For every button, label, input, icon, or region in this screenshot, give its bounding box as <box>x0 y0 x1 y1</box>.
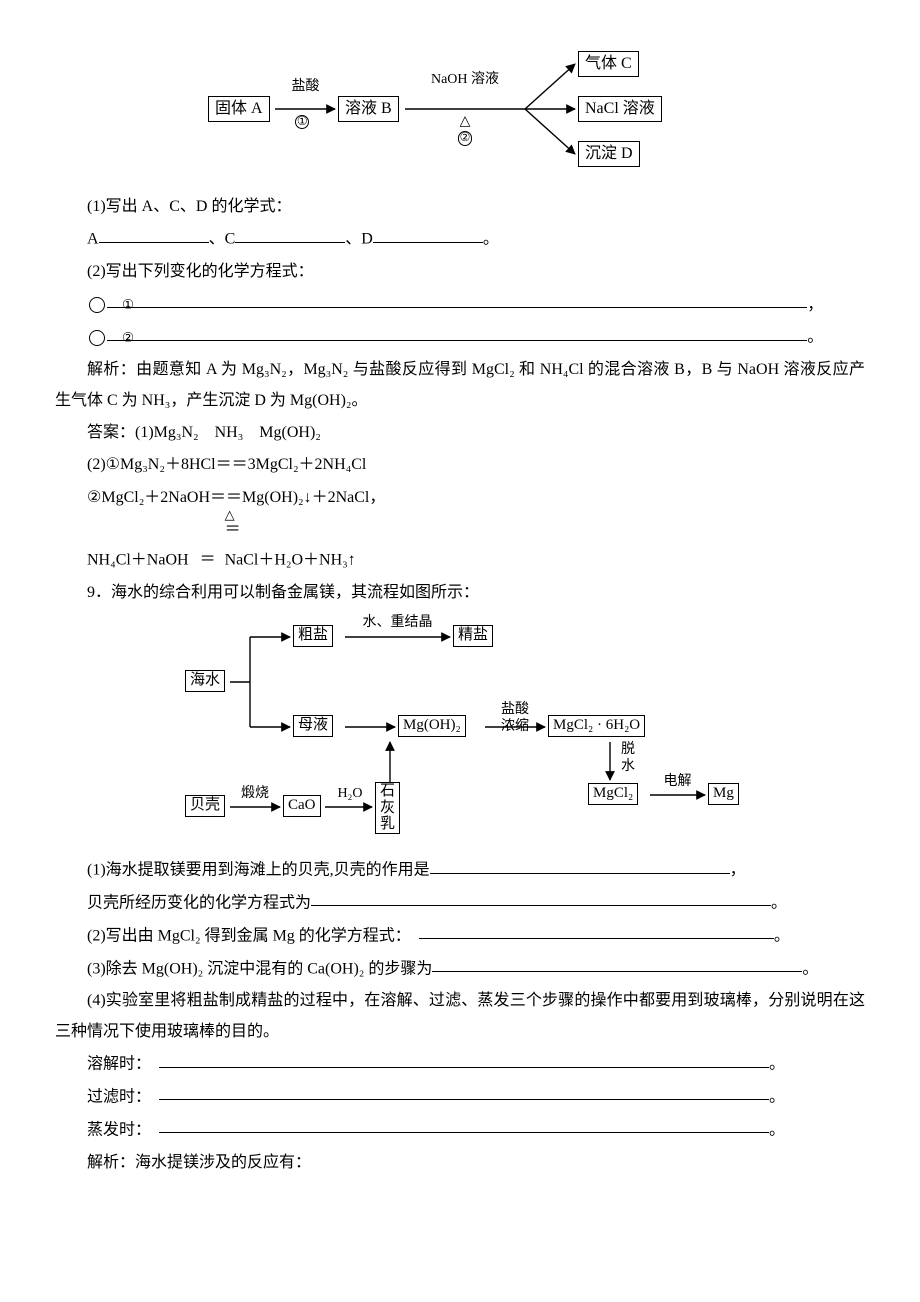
ans1-l4b: NaCl＋H₂O＋NH₃↑ <box>221 551 356 568</box>
d2-h2o: H₂O <box>330 786 370 803</box>
q1-l2c: 、D <box>345 231 373 248</box>
q2-p2b: 。 <box>774 927 790 944</box>
d1-box-nacl: NaCl 溶液 <box>578 96 662 122</box>
q2-p3a: (3)除去 Mg(OH)₂ 沉淀中混有的 Ca(OH)₂ 的步骤为 <box>87 960 432 977</box>
d1-box-b: 溶液 B <box>338 96 399 122</box>
d1-circle-1-wrap: ① <box>293 114 311 131</box>
q2-p1a-line: (1)海水提取镁要用到海滩上的贝壳,贝壳的作用是 ， <box>55 855 865 886</box>
q2-p1c: 贝壳所经历变化的化学方程式为 <box>87 894 311 911</box>
q2-p1d: 。 <box>771 894 787 911</box>
q1-blank-eq2 <box>107 321 807 340</box>
d2-shell: 贝壳 <box>185 795 225 817</box>
d1-label-1: 盐酸 <box>278 79 333 96</box>
q2-fil-lbl: 过滤时： <box>87 1088 159 1105</box>
d2-recryst: 水、重结晶 <box>350 615 445 632</box>
q2-p3-line: (3)除去 Mg(OH)₂ 沉淀中混有的 Ca(OH)₂ 的步骤为 。 <box>55 954 865 985</box>
q2-blank-1c <box>311 887 771 906</box>
d1-label-2: NaOH 溶液 <box>415 72 515 89</box>
q1-eq2-end: 。 <box>807 329 823 346</box>
q1-blank-eq1 <box>107 289 807 308</box>
d1-box-c: 气体 C <box>578 51 639 77</box>
ans1-l2: (2)①Mg₃N₂＋8HCl＝＝3MgCl₂＋2NH₄Cl <box>55 450 865 480</box>
d2-fine-salt: 精盐 <box>453 625 493 647</box>
diagram-2: 海水 粗盐 水、重结晶 精盐 母液 Mg(OH)₂ 盐酸 浓缩 MgCl₂ · … <box>150 612 770 847</box>
q2-p1c-line: 贝壳所经历变化的化学方程式为 。 <box>55 888 865 919</box>
q1-l2a: A <box>87 231 99 248</box>
q2-eva-dot: 。 <box>769 1121 785 1138</box>
d2-lime3: 乳 <box>380 816 395 832</box>
d2-dehydrate: 脱 水 <box>618 742 638 776</box>
d2-dehydr2: 水 <box>621 759 635 774</box>
d2-mg: Mg <box>708 783 739 805</box>
q2-fil: 过滤时： 。 <box>55 1082 865 1113</box>
d2-cao: CaO <box>283 795 321 817</box>
ans1-l4: NH₄Cl＋NaOH △＝＝ NaCl＋H₂O＋NH₃↑ <box>55 515 865 576</box>
d1-circle-2: ② <box>458 131 472 145</box>
d2-dehydr1: 脱 <box>621 742 635 757</box>
d2-mgcl2: MgCl₂ <box>588 783 638 805</box>
d2-seawater: 海水 <box>185 670 225 692</box>
q2-blank-eva <box>159 1114 769 1133</box>
ans1-l3: ②MgCl₂＋2NaOH＝＝Mg(OH)₂↓＋2NaCl， <box>55 483 865 513</box>
q1-line1: (1)写出 A、C、D 的化学式： <box>55 192 865 222</box>
q1-line2: A 、C 、D 。 <box>55 224 865 255</box>
q2-fil-dot: 。 <box>769 1088 785 1105</box>
q2-blank-3 <box>432 953 802 972</box>
q2-p2a: (2)写出由 MgCl₂ 得到金属 Mg 的化学方程式： <box>87 927 419 944</box>
diagram-1: 固体 A 盐酸 ① 溶液 B NaOH 溶液 △ ② 气体 C NaCl 溶液 … <box>180 34 740 184</box>
q1-circle-1: ① <box>89 297 105 313</box>
d2-hcl-top: 盐酸 <box>501 702 529 717</box>
q1-l2b: 、C <box>209 231 236 248</box>
d2-elec: 电解 <box>655 774 700 791</box>
q2-p3b: 。 <box>802 960 818 977</box>
d2-mother: 母液 <box>293 715 333 737</box>
q2-p1a: (1)海水提取镁要用到海滩上的贝壳,贝壳的作用是 <box>87 862 430 879</box>
q1-line3: (2)写出下列变化的化学方程式： <box>55 257 865 287</box>
q2-expl: 解析：海水提镁涉及的反应有： <box>55 1148 865 1178</box>
q1-eq1-end: ， <box>807 296 823 313</box>
d1-label-1-top: 盐酸 <box>292 79 320 94</box>
d2-hcl-bot: 浓缩 <box>501 719 529 734</box>
q2-blank-2 <box>419 920 774 939</box>
q2-blank-fil <box>159 1081 769 1100</box>
q2-dis-dot: 。 <box>769 1056 785 1073</box>
page: 固体 A 盐酸 ① 溶液 B NaOH 溶液 △ ② 气体 C NaCl 溶液 … <box>0 0 920 1230</box>
q2-blank-1a <box>430 854 730 873</box>
d2-lime: 石 灰 乳 <box>375 782 400 834</box>
q2-dis: 溶解时： 。 <box>55 1049 865 1080</box>
explanation-1: 解析：由题意知 A 为 Mg₃N₂，Mg₃N₂ 与盐酸反应得到 MgCl₂ 和 … <box>55 355 865 416</box>
d2-lime1: 石 <box>380 783 395 799</box>
q2-p4: (4)实验室里将粗盐制成精盐的过程中，在溶解、过滤、蒸发三个步骤的操作中都要用到… <box>55 986 865 1047</box>
d2-crude-salt: 粗盐 <box>293 625 333 647</box>
q1-blank-c <box>235 223 345 242</box>
d1-label-2-tri: △ <box>460 114 471 129</box>
q1-circle-2: ② <box>89 330 105 346</box>
q1-blank-a <box>99 223 209 242</box>
q1-l2d: 。 <box>483 231 499 248</box>
q9-head: 9．海水的综合利用可以制备金属镁，其流程如图所示： <box>55 578 865 608</box>
q2-eva-lbl: 蒸发时： <box>87 1121 159 1138</box>
d1-box-d: 沉淀 D <box>578 141 640 167</box>
ans1-l1: 答案：(1)Mg₃N₂ NH₃ Mg(OH)₂ <box>55 418 865 448</box>
d1-label-2-top: NaOH 溶液 <box>431 72 499 87</box>
q1-eq2: ②。 <box>55 322 865 353</box>
q1-blank-d <box>373 223 483 242</box>
d2-hcl: 盐酸 浓缩 <box>490 702 540 736</box>
ans1-l4a: NH₄Cl＋NaOH <box>87 551 193 568</box>
d2-mgoh2: Mg(OH)₂ <box>398 715 466 737</box>
d1-label-2b: △ ② <box>415 114 515 148</box>
d2-lime2: 灰 <box>380 800 395 816</box>
q2-dis-lbl: 溶解时： <box>87 1056 159 1073</box>
d1-box-a: 固体 A <box>208 96 270 122</box>
d1-circle-1: ① <box>295 115 309 129</box>
d2-calcine: 煅烧 <box>235 786 275 803</box>
q2-blank-dis <box>159 1048 769 1067</box>
q2-eva: 蒸发时： 。 <box>55 1115 865 1146</box>
d2-mgcl2-6h2o: MgCl₂ · 6H₂O <box>548 715 645 737</box>
heating-equals: △＝＝ <box>193 515 221 576</box>
heating-triangle: △ <box>193 503 221 528</box>
q1-eq1: ①， <box>55 290 865 321</box>
q2-p1b: ， <box>730 862 746 879</box>
q2-p2-line: (2)写出由 MgCl₂ 得到金属 Mg 的化学方程式： 。 <box>55 921 865 952</box>
